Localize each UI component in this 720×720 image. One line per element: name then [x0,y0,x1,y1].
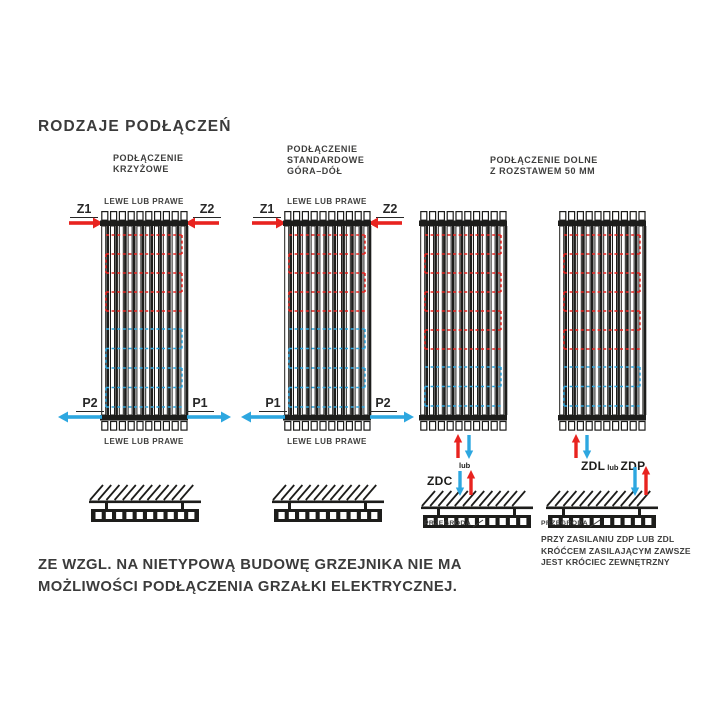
zdl-or-label: lub [607,463,619,472]
supply-arrow-left-icon [185,217,219,229]
return-arrow-right-icon [187,411,231,423]
supply-arrow-left-icon [368,217,402,229]
zdc-flow-arrows-top-icon [453,434,474,459]
diagram2-bottom-label: LEWE LUB PRAWE [287,437,367,446]
supply-arrow-right-icon [69,217,103,229]
partition-label-text: PRZEGRODA [541,520,589,527]
footer-note: ZE WZGL. NA NIETYPOWĄ BUDOWĘ GRZEJNIKA N… [38,557,462,595]
return-arrow-right-icon [370,411,414,423]
diagram1-supply-left-label: Z1 [70,202,98,218]
zdl-flow-arrows-top-icon [571,434,592,459]
partition-pointer-icon [472,519,484,528]
return-arrow-left-icon [241,411,285,423]
partition-pointer-icon [589,519,601,528]
zdc-flow-arrows-bottom-icon [455,470,476,496]
radiator4-graphic [558,211,647,431]
zdc-or-label: lub [459,461,471,470]
diagram3-wall-section-graphic [421,490,533,528]
partition-label-text: PRZEGRODA [424,520,472,527]
diagram1-supply-right-label: Z2 [193,202,221,218]
zdp-label: ZDP [620,459,646,473]
zdl-label: ZDL [581,459,606,473]
section1-title: PODŁĄCZENIE KRZYŻOWE [113,153,184,174]
diagram2-return-left-label: P1 [259,396,287,412]
zdl-zdp-connection-label: ZDL lub ZDP [581,457,645,475]
radiator3-graphic [419,211,508,431]
diagram2-return-right-label: P2 [369,396,397,412]
diagram1-wall-section-graphic [89,484,201,522]
diagram1-return-left-label: P2 [76,396,104,412]
supply-arrow-right-icon [252,217,286,229]
zdc-connection-label: ZDC [427,474,453,488]
section2-title: PODŁĄCZENIE STANDARDOWE GÓRA–DÓŁ [287,144,365,176]
diagram2-supply-left-label: Z1 [253,202,281,218]
diagram1-top-label: LEWE LUB PRAWE [104,197,184,206]
radiator1-graphic [100,211,189,431]
return-arrow-left-icon [58,411,102,423]
page-title: RODZAJE PODŁĄCZEŃ [38,118,232,135]
section3-title: PODŁĄCZENIE DOLNE Z ROZSTAWEM 50 MM [490,155,598,176]
diagram1-return-right-label: P1 [186,396,214,412]
diagram4-partition-label: PRZEGRODA [541,519,601,528]
diagram1-bottom-label: LEWE LUB PRAWE [104,437,184,446]
zdl-zdp-note: PRZY ZASILANIU ZDP LUB ZDL KRÓĆCEM ZASIL… [541,534,691,567]
diagram2-supply-right-label: Z2 [376,202,404,218]
diagram4-wall-section-graphic [546,490,658,528]
diagram2-wall-section-graphic [272,484,384,522]
diagram3-partition-label: PRZEGRODA [424,519,484,528]
diagram2-top-label: LEWE LUB PRAWE [287,197,367,206]
radiator2-graphic [283,211,372,431]
zdl-flow-arrows-bottom-icon [630,466,651,496]
